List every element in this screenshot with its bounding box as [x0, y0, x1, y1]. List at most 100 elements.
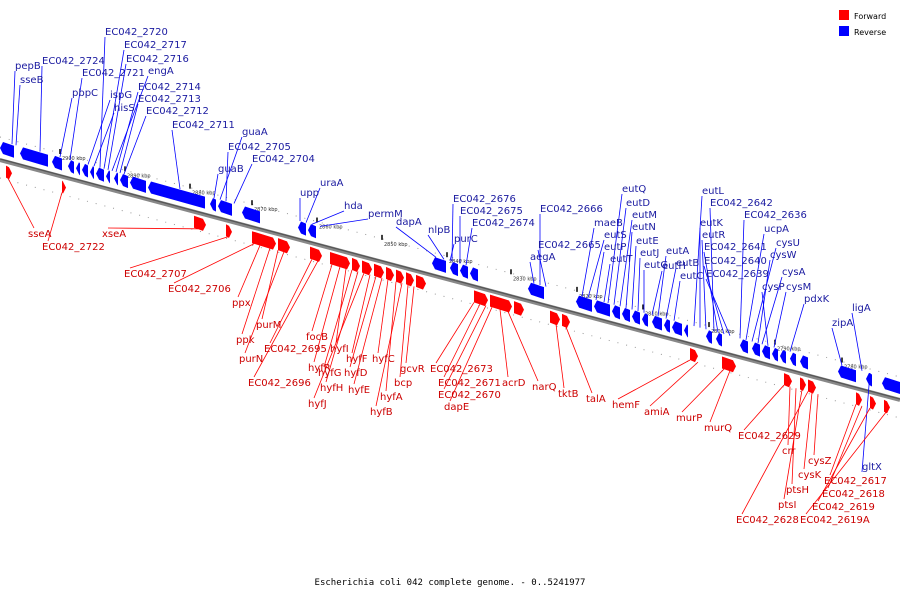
gene-label-focb: focB — [306, 332, 328, 343]
reverse-gene-block — [52, 155, 62, 171]
reverse-label-line — [119, 103, 139, 174]
gene-label-euts: eutS — [604, 230, 627, 241]
gene-label-maeb: maeB — [594, 218, 623, 229]
tick-label: 2800 kbp — [711, 329, 735, 335]
reverse-gene-block — [106, 170, 110, 184]
reverse-label-line — [171, 129, 181, 190]
forward-gene-block — [330, 252, 350, 270]
reverse-label-line — [305, 187, 321, 223]
gene-label-eutm: eutM — [632, 210, 657, 221]
reverse-label-line — [311, 210, 345, 225]
forward-gene-block — [396, 269, 404, 284]
reverse-label-line — [225, 151, 229, 202]
forward-gene-block — [514, 301, 524, 316]
forward-label-line — [353, 277, 383, 385]
gene-label-ptsi: ptsI — [778, 500, 796, 511]
forward-label-line — [107, 227, 199, 230]
gene-label-hyfd: hyfD — [344, 368, 368, 379]
gene-label-cysu: cysU — [776, 238, 800, 249]
gene-label-ec042-2636: EC042_2636 — [744, 210, 807, 221]
gene-label-eutb: eutB — [676, 258, 699, 269]
gene-label-ec042-2675: EC042_2675 — [460, 206, 523, 217]
gene-label-euta: eutA — [666, 246, 689, 257]
gene-label-uraa: uraA — [320, 178, 344, 189]
reverse-gene-block — [716, 332, 722, 347]
forward-label-line — [335, 268, 347, 344]
gene-label-ssea: sseA — [28, 229, 52, 240]
forward-gene-block — [62, 180, 66, 194]
gene-label-purn: purN — [239, 354, 263, 365]
gene-label-eutk: eutK — [700, 218, 723, 229]
reverse-gene-block — [218, 200, 232, 216]
reverse-gene-block — [242, 206, 260, 224]
tick-label: 2820 kbp — [579, 294, 603, 300]
reverse-label-line — [123, 115, 147, 175]
gene-label-ec042-2714: EC042_2714 — [138, 82, 201, 93]
gene-label-ec042-2671: EC042_2671 — [438, 378, 501, 389]
gene-label-ec042-2696: EC042_2696 — [248, 378, 311, 389]
reverse-label-line — [529, 261, 535, 284]
gene-label-guab: guaB — [218, 164, 244, 175]
gene-label-amia: amiA — [644, 407, 670, 418]
gene-label-pepb: pepB — [15, 61, 41, 72]
reverse-label-line — [751, 247, 777, 342]
forward-label-line — [351, 274, 371, 354]
reverse-gene-block — [450, 262, 458, 277]
reverse-label-line — [701, 239, 707, 330]
genome-axis — [0, 158, 900, 402]
gene-label-eutl: eutL — [702, 186, 724, 197]
gene-label-eutn: eutN — [632, 222, 656, 233]
reverse-label-line — [613, 207, 627, 305]
forward-label-line — [313, 272, 365, 399]
forward-label-line — [829, 404, 857, 476]
gene-label-ppx: ppx — [232, 298, 251, 309]
gene-label-euth: eutH — [662, 261, 686, 272]
gene-label-zipa: zipA — [832, 318, 853, 329]
forward-gene-block — [870, 396, 876, 410]
forward-label-line — [813, 394, 819, 456]
gene-label-eutg: eutG — [644, 260, 668, 271]
reverse-label-line — [395, 226, 437, 258]
reverse-gene-block — [632, 310, 640, 325]
gene-label-upp: upp — [300, 188, 319, 199]
reverse-label-line — [665, 267, 677, 319]
reverse-label-lines — [11, 36, 871, 473]
gene-label-gcvr: gcvR — [400, 364, 425, 375]
reverse-label-line — [703, 265, 725, 335]
gene-label-hyfb: hyfB — [370, 407, 393, 418]
gene-label-murp: murP — [676, 413, 702, 424]
reverse-label-line — [451, 203, 454, 262]
forward-gene-block — [226, 224, 232, 238]
gene-label-hiss: hisS — [114, 103, 135, 114]
reverse-label-line — [115, 91, 139, 173]
gene-label-ec042-2628: EC042_2628 — [736, 515, 799, 526]
gene-label-eutq: eutQ — [622, 184, 646, 195]
gene-label-enga: engA — [148, 66, 174, 77]
reverse-gene-block — [780, 350, 786, 364]
gene-label-purm: purM — [256, 320, 281, 331]
legend-reverse-label: Reverse — [854, 28, 886, 37]
tick-label: 2890 kbp — [127, 173, 151, 179]
tick-label: 2780 kbp — [844, 365, 868, 371]
tick-label: 2790 kbp — [777, 347, 801, 353]
reverse-label-line — [595, 251, 605, 300]
gene-label-ec042-2717: EC042_2717 — [124, 40, 187, 51]
gene-label-hda: hda — [344, 201, 363, 212]
forward-label-line — [323, 269, 353, 368]
gene-label-ec042-2720: EC042_2720 — [105, 27, 168, 38]
reverse-label-line — [739, 219, 745, 339]
forward-label-line — [244, 251, 285, 354]
reverse-gene-block — [594, 300, 610, 317]
gene-label-ec042-2639: EC042_2639 — [706, 269, 769, 280]
reverse-gene-block — [642, 313, 648, 327]
reverse-gene-block — [684, 324, 688, 338]
gene-label-ec042-2705: EC042_2705 — [228, 142, 291, 153]
reverse-gene-block — [210, 198, 216, 212]
forward-label-line — [377, 279, 389, 354]
forward-label-line — [555, 324, 565, 389]
reverse-label-line — [103, 49, 125, 169]
reverse-gene-block — [706, 330, 712, 344]
reverse-label-line — [637, 257, 641, 312]
gene-label-liga: ligA — [852, 303, 871, 314]
forward-gene-block — [690, 348, 698, 363]
